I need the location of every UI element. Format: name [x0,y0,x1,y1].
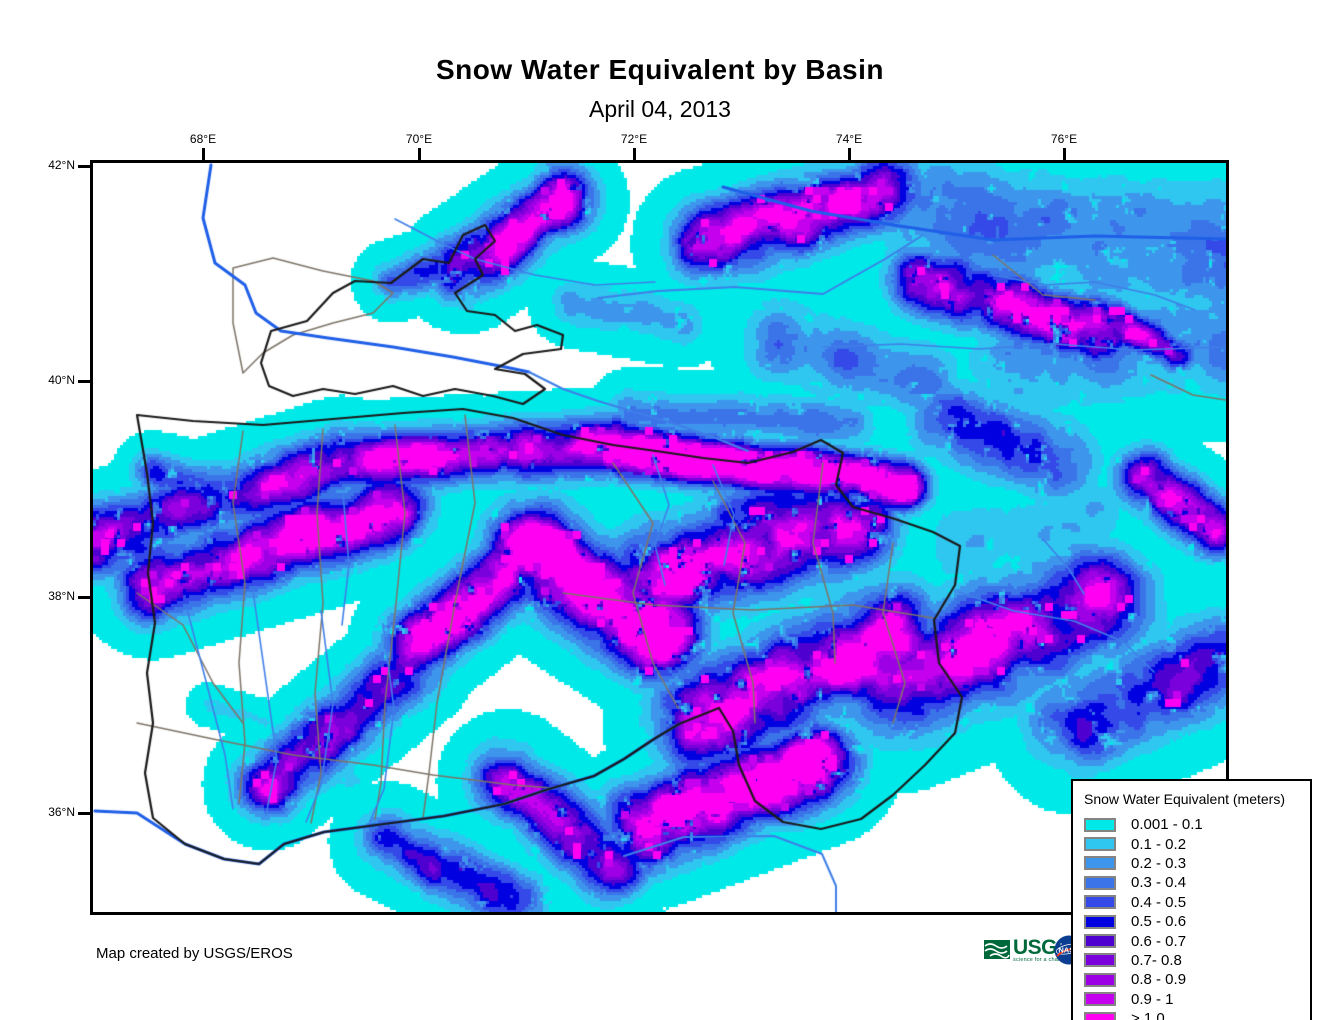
legend-row: 0.3 - 0.4 [1084,873,1302,892]
map-title: Snow Water Equivalent by Basin [435,54,885,85]
svg-text:NASA: NASA [1058,946,1080,955]
legend-row: 0.1 - 0.2 [1084,834,1302,853]
swe-map-canvas [93,163,1226,912]
legend-row: 0.001 - 0.1 [1084,815,1302,834]
legend-label: 0.2 - 0.3 [1131,854,1187,872]
legend-label: 0.001 - 0.1 [1131,816,1203,834]
lat-tick-label: 36°N [48,805,75,819]
legend-swatch [1084,895,1116,910]
map-credit: Map created by USGS/EROS [96,945,293,962]
lon-tick [633,148,636,160]
legend-swatch [1084,1011,1116,1020]
lat-tick [78,812,90,815]
legend-swatch [1084,914,1116,929]
lat-tick-label: 38°N [48,589,75,603]
legend-swatch [1084,856,1116,871]
legend-label: 0.6 - 0.7 [1131,932,1187,950]
legend-label: 0.3 - 0.4 [1131,874,1187,892]
legend-label: 0.8 - 0.9 [1131,971,1187,989]
lon-tick [848,148,851,160]
legend-label: > 1.0 [1131,1010,1165,1020]
legend-row: 0.7- 0.8 [1084,951,1302,970]
legend-row: 0.2 - 0.3 [1084,854,1302,873]
legend-swatch [1084,837,1116,852]
legend-swatch [1084,817,1116,832]
legend-swatch [1084,992,1116,1007]
lat-tick [78,165,90,168]
lat-tick-label: 40°N [48,373,75,387]
usgs-wave-icon [984,940,1010,959]
legend-label: 0.1 - 0.2 [1131,835,1187,853]
lon-tick-label: 74°E [835,132,863,146]
lon-tick-label: 68°E [189,132,217,146]
lon-tick [202,148,205,160]
legend-swatch [1084,875,1116,890]
legend-label: 0.4 - 0.5 [1131,893,1187,911]
legend-label: 0.7- 0.8 [1131,951,1182,969]
legend-row: 0.8 - 0.9 [1084,970,1302,989]
map-frame: 68°E 70°E 72°E 74°E 76°E 42°N 40°N 38°N 36°N Sno… [48,132,1312,1020]
usgs-logo-tagline: science for a changing world [1013,957,1089,963]
lon-tick [418,148,421,160]
map-date-subtitle: April 04, 2013 [589,96,731,122]
legend-box: Snow Water Equivalent (meters) 0.001 - 0… [1071,779,1312,1020]
legend-label: 0.9 - 1 [1131,990,1174,1008]
lon-tick-label: 70°E [405,132,433,146]
lat-tick [78,380,90,383]
legend-swatch [1084,953,1116,968]
legend-swatch [1084,934,1116,949]
lat-tick-label: 42°N [48,158,75,172]
lon-tick-label: 76°E [1050,132,1078,146]
legend-title: Snow Water Equivalent (meters) [1084,791,1285,807]
legend-label: 0.5 - 0.6 [1131,913,1187,931]
lon-tick [1063,148,1066,160]
lat-tick [78,596,90,599]
legend-row: 0.5 - 0.6 [1084,912,1302,931]
legend-row: > 1.0 [1084,1009,1302,1020]
legend-rows: 0.001 - 0.1 0.1 - 0.2 0.2 - 0.3 0.3 - 0.4 0.… [1084,815,1302,1020]
lon-tick-label: 72°E [620,132,648,146]
legend-row: 0.9 - 1 [1084,990,1302,1009]
legend-row: 0.4 - 0.5 [1084,893,1302,912]
legend-swatch [1084,972,1116,987]
legend-row: 0.6 - 0.7 [1084,931,1302,950]
